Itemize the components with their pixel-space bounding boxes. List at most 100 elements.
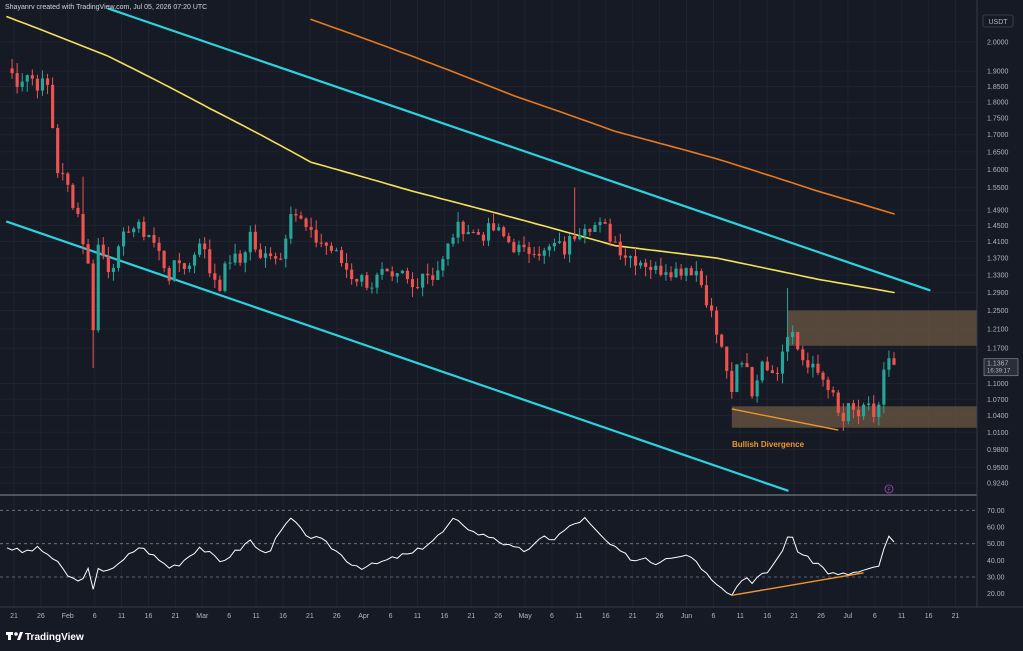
candle[interactable] bbox=[334, 250, 339, 252]
candle[interactable] bbox=[51, 84, 55, 128]
candle[interactable] bbox=[760, 361, 764, 381]
candle[interactable] bbox=[30, 75, 34, 79]
candle[interactable] bbox=[694, 271, 698, 276]
candle[interactable] bbox=[649, 266, 653, 270]
candle[interactable] bbox=[831, 390, 835, 393]
candle[interactable] bbox=[289, 214, 293, 239]
candle[interactable] bbox=[603, 221, 607, 224]
candle[interactable] bbox=[481, 234, 486, 241]
candle[interactable] bbox=[517, 244, 521, 253]
candle[interactable] bbox=[451, 237, 455, 244]
candle[interactable] bbox=[537, 253, 541, 256]
candle[interactable] bbox=[664, 272, 668, 275]
candle[interactable] bbox=[324, 242, 328, 246]
candle[interactable] bbox=[400, 270, 404, 274]
candle[interactable] bbox=[35, 78, 39, 91]
candle[interactable] bbox=[588, 228, 592, 232]
candle[interactable] bbox=[243, 252, 247, 263]
flag-icon[interactable] bbox=[884, 484, 894, 494]
candle[interactable] bbox=[40, 78, 45, 91]
candle[interactable] bbox=[497, 227, 501, 231]
tradingview-logo[interactable]: TradingView bbox=[6, 632, 84, 643]
candle[interactable] bbox=[755, 380, 759, 397]
candle[interactable] bbox=[360, 275, 364, 282]
candle[interactable] bbox=[122, 231, 126, 247]
candle[interactable] bbox=[750, 367, 754, 397]
candle[interactable] bbox=[431, 275, 435, 280]
candle[interactable] bbox=[25, 75, 29, 82]
candle[interactable] bbox=[441, 259, 445, 271]
candle[interactable] bbox=[826, 379, 830, 391]
candle[interactable] bbox=[720, 334, 724, 347]
candle[interactable] bbox=[856, 409, 861, 417]
candle[interactable] bbox=[552, 242, 556, 247]
candle[interactable] bbox=[532, 253, 536, 255]
candle[interactable] bbox=[61, 173, 65, 175]
rsi-axis[interactable]: 70.00 60.00 50.00 40.00 30.00 20.00 bbox=[987, 508, 1005, 598]
candle[interactable] bbox=[704, 285, 709, 306]
candle[interactable] bbox=[137, 221, 141, 229]
candle[interactable] bbox=[542, 250, 546, 256]
candle[interactable] bbox=[203, 243, 207, 250]
candle[interactable] bbox=[66, 173, 70, 185]
candle[interactable] bbox=[466, 232, 470, 235]
candles-layer[interactable] bbox=[10, 59, 896, 431]
candle[interactable] bbox=[223, 263, 227, 291]
candle[interactable] bbox=[208, 249, 212, 274]
candle[interactable] bbox=[390, 271, 394, 277]
candle[interactable] bbox=[380, 268, 384, 275]
candle[interactable] bbox=[345, 263, 349, 270]
candle[interactable] bbox=[395, 273, 399, 277]
candle[interactable] bbox=[365, 275, 369, 288]
candle[interactable] bbox=[319, 242, 323, 244]
candle[interactable] bbox=[806, 360, 810, 368]
candle[interactable] bbox=[10, 68, 14, 74]
candle[interactable] bbox=[76, 207, 80, 214]
candle[interactable] bbox=[279, 258, 283, 260]
candle[interactable] bbox=[132, 228, 136, 233]
candle[interactable] bbox=[775, 373, 779, 375]
candle[interactable] bbox=[476, 232, 480, 235]
candle[interactable] bbox=[715, 310, 719, 335]
candle[interactable] bbox=[862, 404, 866, 417]
candle[interactable] bbox=[821, 372, 825, 380]
candle[interactable] bbox=[248, 231, 252, 253]
candle[interactable] bbox=[512, 242, 516, 253]
candle[interactable] bbox=[96, 244, 100, 331]
candle[interactable] bbox=[385, 268, 389, 272]
candle[interactable] bbox=[299, 215, 303, 219]
candle[interactable] bbox=[709, 305, 714, 311]
candle[interactable] bbox=[608, 223, 612, 242]
candle[interactable] bbox=[598, 221, 602, 226]
candle[interactable] bbox=[228, 262, 232, 264]
candle[interactable] bbox=[461, 221, 465, 235]
candle[interactable] bbox=[522, 244, 526, 248]
candle[interactable] bbox=[527, 247, 531, 254]
candle[interactable] bbox=[162, 250, 166, 269]
candle[interactable] bbox=[152, 234, 156, 243]
candle[interactable] bbox=[436, 270, 440, 280]
candle[interactable] bbox=[674, 268, 678, 278]
currency-badge[interactable] bbox=[982, 14, 1014, 28]
candle[interactable] bbox=[111, 267, 116, 273]
candle[interactable] bbox=[456, 221, 460, 238]
candle[interactable] bbox=[770, 370, 774, 374]
candle[interactable] bbox=[745, 363, 749, 368]
candle[interactable] bbox=[339, 250, 344, 264]
candle[interactable] bbox=[350, 269, 354, 280]
candle[interactable] bbox=[816, 363, 820, 373]
candle[interactable] bbox=[557, 241, 562, 243]
candle[interactable] bbox=[639, 262, 643, 266]
candle[interactable] bbox=[213, 273, 217, 280]
candle[interactable] bbox=[877, 404, 881, 417]
candle[interactable] bbox=[765, 361, 769, 371]
candle[interactable] bbox=[618, 241, 622, 256]
rsi-panel[interactable] bbox=[0, 509, 977, 597]
candle[interactable] bbox=[684, 268, 688, 276]
candle[interactable] bbox=[142, 221, 146, 237]
candle[interactable] bbox=[791, 332, 795, 338]
candle[interactable] bbox=[192, 254, 197, 266]
candle[interactable] bbox=[568, 235, 572, 255]
candle[interactable] bbox=[15, 73, 19, 87]
candle[interactable] bbox=[583, 228, 587, 236]
